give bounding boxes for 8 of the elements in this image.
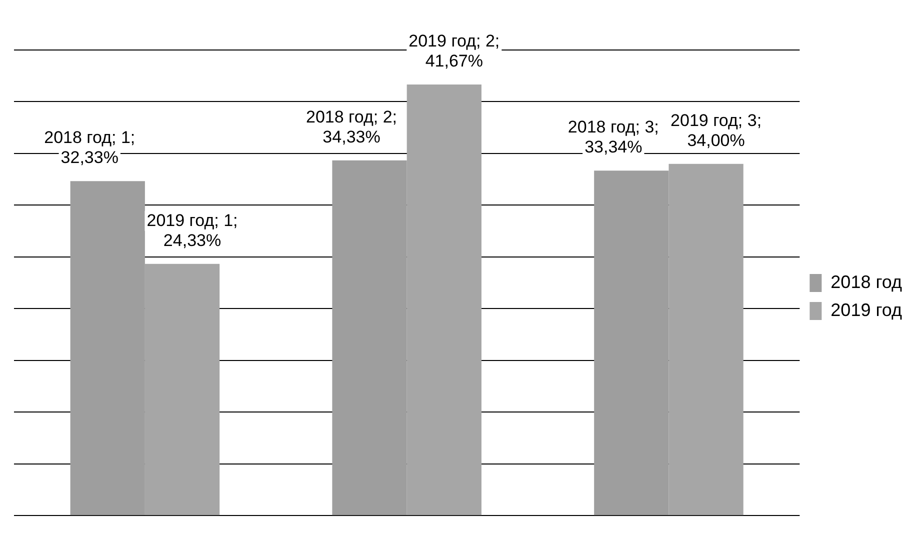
data-label: 2018 год; 3; 33,34% [568, 118, 659, 157]
legend-label: 2019 год [830, 300, 902, 320]
legend-label: 2018 год [830, 272, 902, 292]
data-label: 2018 год; 2; 34,33% [306, 107, 398, 146]
data-label: 2018 год; 1; 32,33% [44, 128, 136, 168]
data-label: 2019 год; 2; 41,67% [408, 31, 500, 70]
data-label: 2019 год; 1; 24,33% [146, 210, 238, 250]
data-label: 2019 год; 3; 34,00% [670, 110, 762, 150]
